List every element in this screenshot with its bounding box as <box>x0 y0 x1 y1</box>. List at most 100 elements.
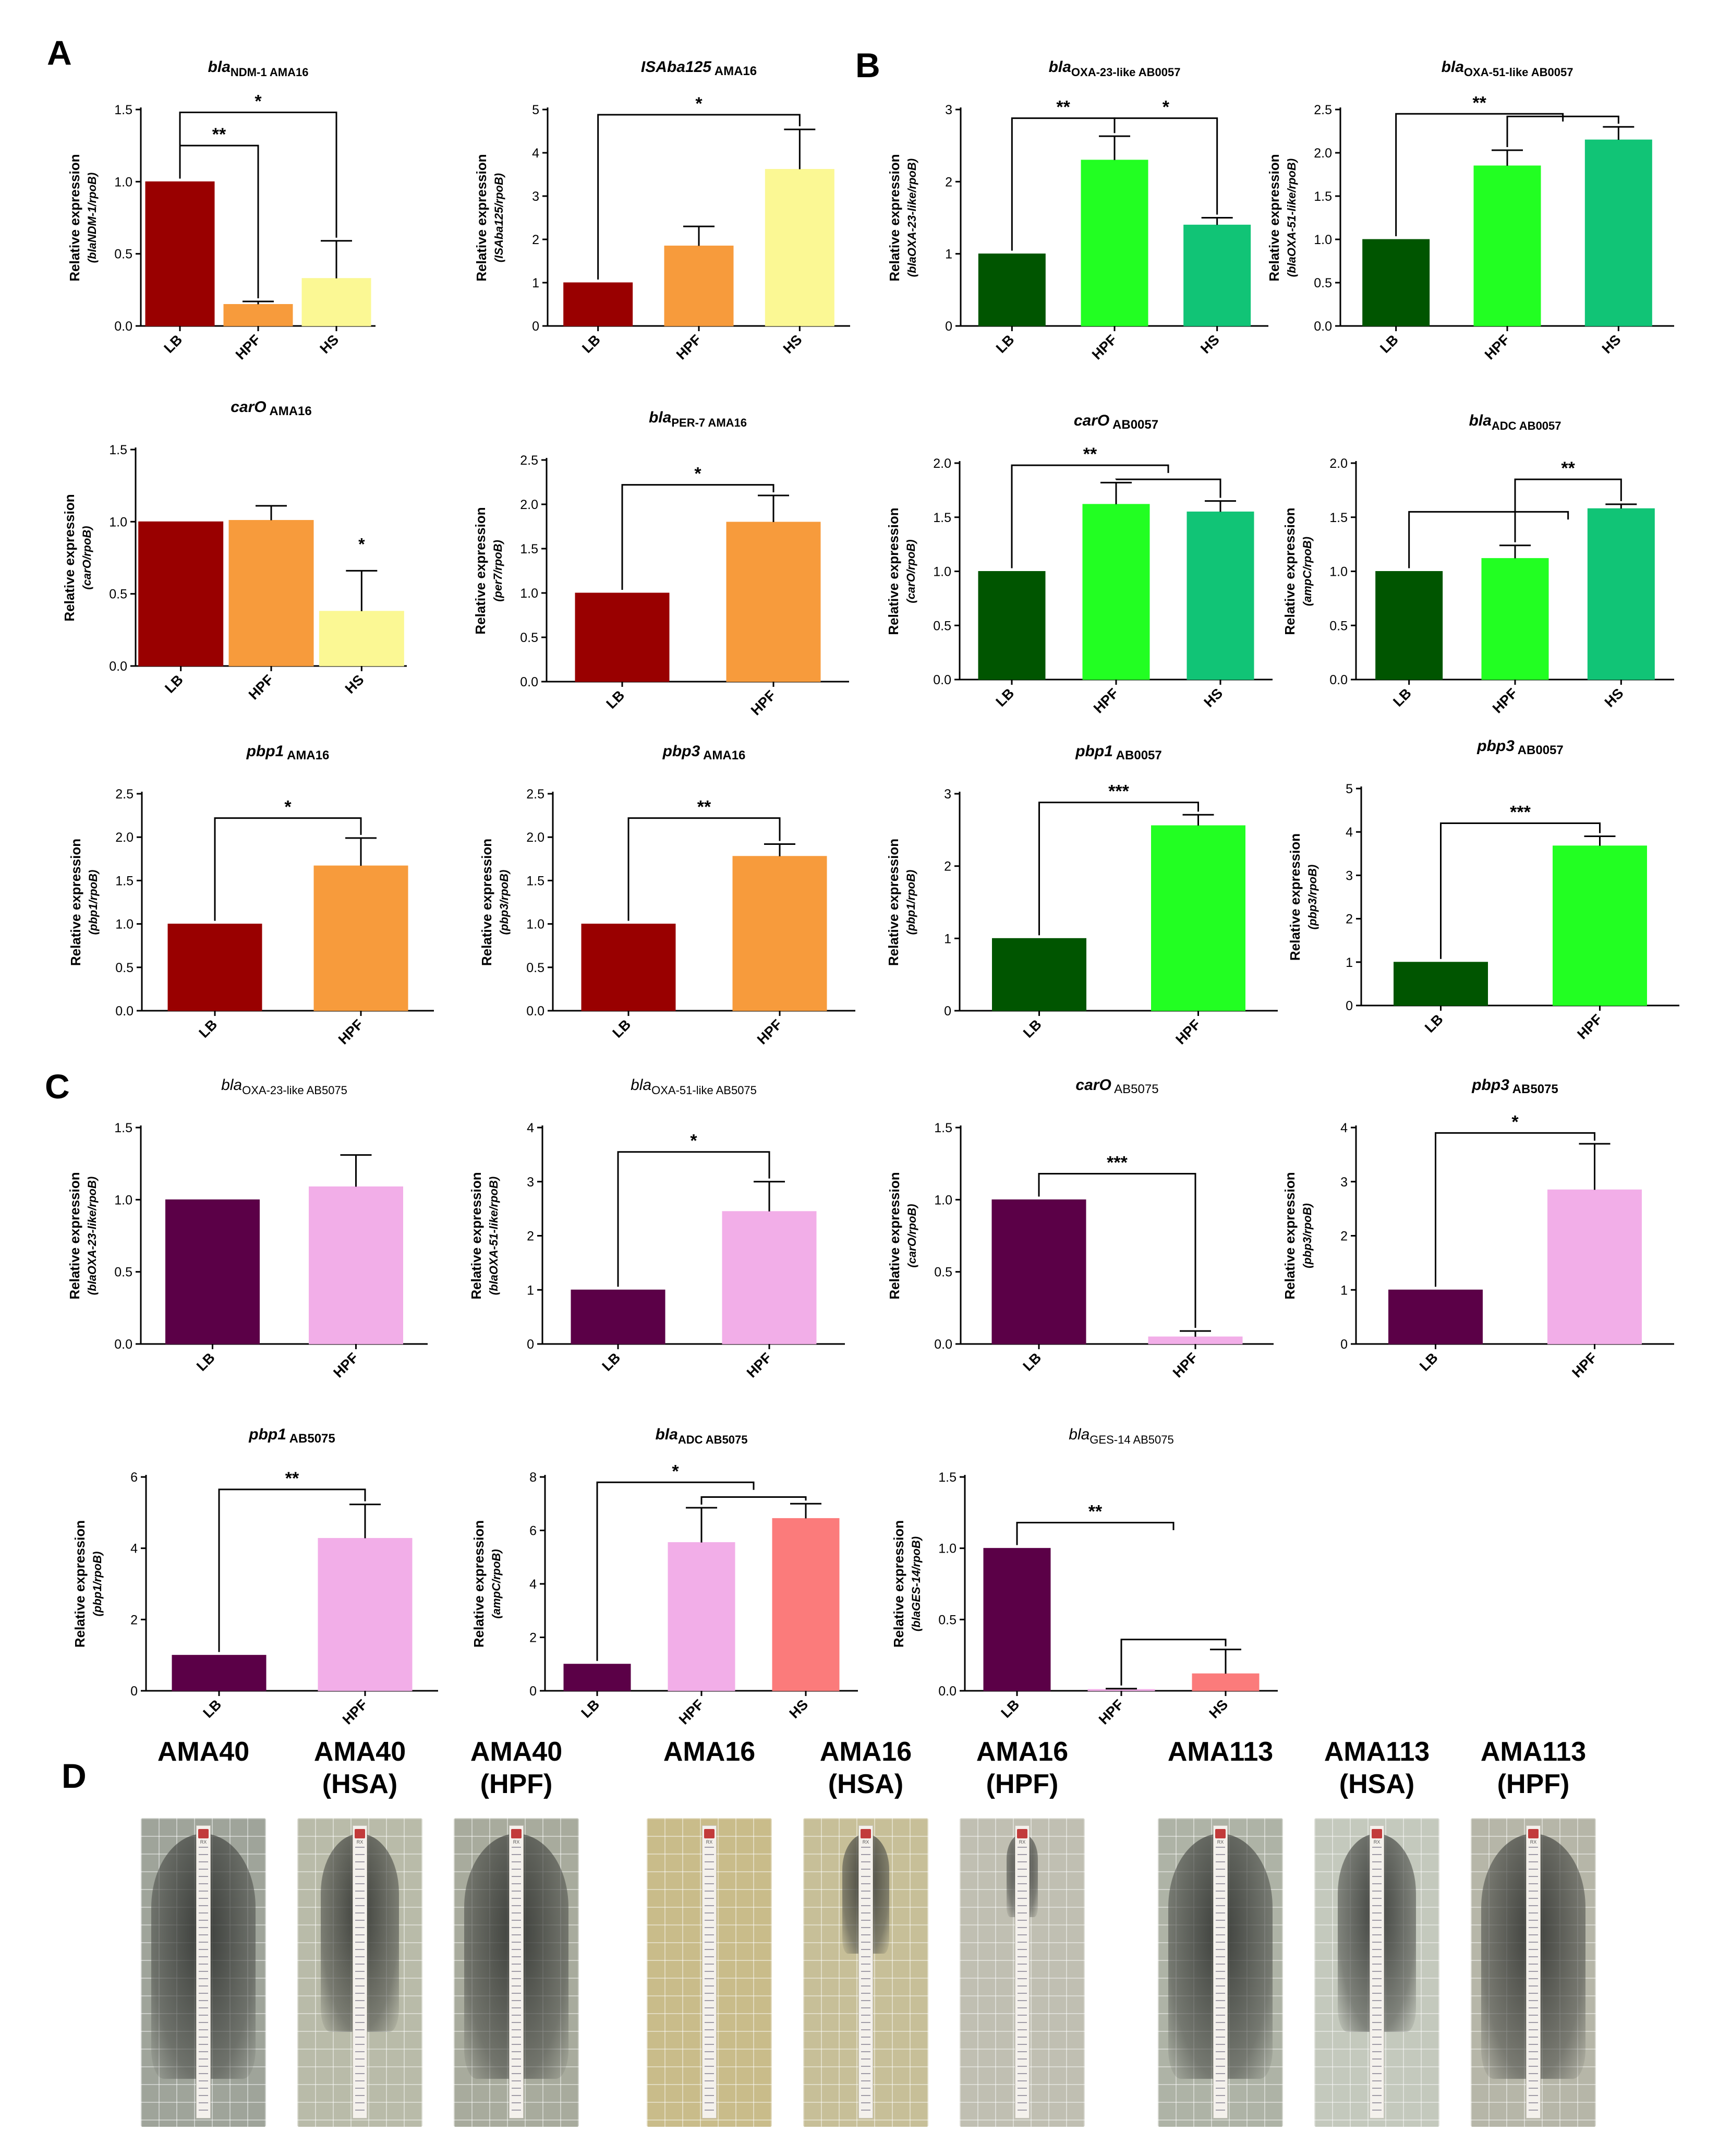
strip-logo-icon <box>1215 1829 1226 1838</box>
bar-lb <box>165 1199 260 1345</box>
etest-strip: RX <box>858 1825 873 2118</box>
strip-code: RX <box>862 1839 869 1845</box>
strip-code: RX <box>1019 1839 1026 1845</box>
y-axis-label: Relative expression (per7/rpoB) <box>473 507 504 634</box>
x-tick-label: LB <box>162 672 186 696</box>
y-tick-label: 3 <box>945 103 952 117</box>
strip-logo-icon <box>198 1829 209 1838</box>
strain-condition: (HPF) <box>480 1769 553 1799</box>
panel-letter-b: B <box>855 46 880 84</box>
strain-name: AMA113 <box>1480 1737 1587 1767</box>
panel-d-strain-labels: AMA40 AMA40 (HSA) AMA40 (HPF) AMA16 AMA16 (HSA)… <box>120 1736 1617 1803</box>
bar-hpf <box>1481 558 1549 680</box>
y-axis-label: Relative expression (pbp1/rpoB) <box>72 1520 104 1648</box>
chart-title: blaPER-7 AMA16 <box>649 409 747 429</box>
x-tick-label: HPF <box>744 1350 774 1380</box>
y-tick-label: 0 <box>532 319 539 334</box>
chart-c2: blaOXA-51-like AB5075 Relative expression… <box>468 1076 845 1380</box>
y-tick-label: 0.0 <box>1329 673 1348 687</box>
bar-hpf <box>1473 165 1541 326</box>
y-tick-label: 0.0 <box>526 1004 544 1019</box>
x-tick-label: LB <box>1390 685 1414 710</box>
y-tick-label: 2.5 <box>520 453 538 468</box>
y-tick-label: 2.0 <box>1314 146 1332 161</box>
significance-bracket <box>621 484 774 590</box>
etest-plate: RX <box>803 1818 928 2127</box>
y-tick-label: 2.5 <box>526 787 544 802</box>
bar-hpf <box>732 856 827 1011</box>
y-tick-label: 1.0 <box>520 586 538 601</box>
y-tick-label: 0.0 <box>115 1004 134 1019</box>
y-tick-label: 0.0 <box>114 1337 132 1352</box>
y-tick-label: 0 <box>945 319 952 334</box>
etest-plate: RX <box>1158 1818 1283 2127</box>
y-tick-label: 1.5 <box>115 874 134 888</box>
significance-bracket <box>1395 113 1564 236</box>
bar-hpf <box>668 1542 735 1691</box>
strip-scale <box>1529 1847 1538 2114</box>
strip-scale <box>861 1847 870 2114</box>
y-axis-label: Relative expression (blaOXA-23-like/rpoB) <box>887 154 918 281</box>
y-tick-label: 2 <box>527 1229 534 1244</box>
y-axis-label: Relative expression (pbp3/rpoB) <box>1287 833 1319 961</box>
y-tick-label: 3 <box>532 189 539 204</box>
y-tick-label: 0.5 <box>1314 276 1332 290</box>
y-axis-label: Relative expression (ampC/rpoB) <box>1282 507 1314 635</box>
strain-label: AMA16 (HSA) <box>803 1736 928 1800</box>
strain-name: AMA40 <box>470 1737 563 1767</box>
y-tick-label: 8 <box>529 1470 537 1485</box>
y-tick-label: 2.0 <box>933 456 951 471</box>
y-tick-label: 0 <box>1340 1337 1348 1352</box>
y-tick-label: 1.5 <box>1329 511 1348 525</box>
y-tick-label: 1.5 <box>109 443 127 457</box>
x-tick-label: HPF <box>1089 332 1120 362</box>
strain-label: AMA113 (HSA) <box>1314 1736 1439 1800</box>
chart-title: blaADC AB5075 <box>655 1426 747 1446</box>
y-tick-label: 0 <box>527 1337 534 1352</box>
strain-label: AMA40 (HPF) <box>454 1736 579 1800</box>
y-tick-label: 1 <box>944 931 951 946</box>
y-tick-label: 4 <box>130 1542 138 1556</box>
panel-letter-d: D <box>62 1757 87 1795</box>
y-axis-label: Relative expression (pbp3/rpoB) <box>479 839 511 966</box>
bar-hs <box>1587 508 1655 680</box>
bar-lb <box>575 592 670 682</box>
bar-lb <box>1388 1289 1483 1345</box>
y-axis-label: Relative expression (blaOXA-51-like/rpoB) <box>1266 154 1298 281</box>
chart-a2: ISAba125 AMA16 Relative expression (ISAba1… <box>474 58 850 362</box>
x-tick-label: LB <box>578 1697 603 1721</box>
significance-bracket <box>1408 511 1569 568</box>
significance-bracket <box>1435 1132 1595 1287</box>
x-tick-label: HPF <box>754 1016 785 1047</box>
x-tick-label: LB <box>603 687 628 712</box>
etest-strip: RX <box>702 1825 717 2118</box>
y-tick-label: 1.0 <box>933 565 951 579</box>
strain-name: AMA16 <box>663 1737 756 1767</box>
y-tick-label: 2 <box>945 175 952 189</box>
y-tick-label: 0.0 <box>934 1337 952 1352</box>
y-axis-label: Relative expression (carO/rpoB) <box>887 1172 918 1299</box>
y-tick-label: 1.5 <box>938 1470 957 1485</box>
y-tick-label: 1.5 <box>1314 189 1332 204</box>
x-tick-label: HPF <box>1569 1350 1600 1380</box>
y-tick-label: 0.0 <box>109 659 127 674</box>
y-tick-label: 0.5 <box>115 961 134 975</box>
bar-lb <box>581 924 676 1011</box>
significance-label: *** <box>1108 782 1129 802</box>
bar-lb <box>138 521 224 667</box>
bar-hpf <box>1081 160 1148 326</box>
x-tick-label: HS <box>342 672 367 697</box>
chart-b2: blaOXA-51-like AB0057 Relative expression… <box>1266 58 1674 362</box>
chart-b1: blaOXA-23-like AB0057 Relative expression… <box>887 58 1268 362</box>
chart-c7: blaGES-14 AB5075 Relative expression (blaG… <box>891 1426 1278 1727</box>
significance-label: ** <box>1083 444 1097 464</box>
bar-lb <box>145 181 215 326</box>
y-tick-label: 2.0 <box>115 830 134 845</box>
y-axis-label: Relative expression (pbp3/rpoB) <box>1282 1172 1314 1299</box>
chart-title: blaOXA-23-like AB5075 <box>221 1076 347 1097</box>
x-tick-label: LB <box>1417 1350 1441 1374</box>
chart-b5: pbp1 AB0057 Relative expression (pbp1/rpoB… <box>886 743 1278 1047</box>
x-tick-label: HPF <box>330 1350 361 1380</box>
x-tick-label: HPF <box>1490 685 1520 716</box>
strain-condition: (HPF) <box>986 1769 1059 1799</box>
